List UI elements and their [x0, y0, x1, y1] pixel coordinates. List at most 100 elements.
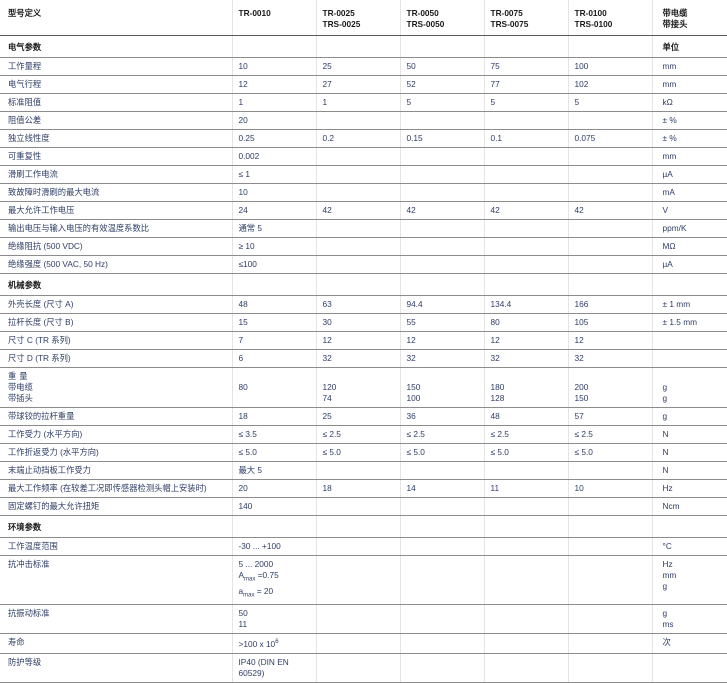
spec-row: 尺寸 D (TR 系列) 6 32 32 32 32 [0, 349, 727, 368]
spec-value-cell [483, 537, 568, 556]
spec-value-cell: 25 [315, 57, 400, 76]
spec-row-label: 重量 带电缆 带插头 [0, 367, 232, 408]
spec-value-cell: 5 [483, 93, 568, 112]
spec-value-cell: 48 [483, 407, 568, 426]
spec-value-cell: 52 [399, 75, 484, 94]
spec-value-cell: ≤ 5.0 [483, 443, 568, 462]
spec-value-cell [315, 633, 400, 655]
spec-value-cell [567, 237, 652, 256]
spec-value-cell: 20 [231, 479, 316, 498]
spec-unit-cell: g ms [651, 604, 727, 635]
spec-row: 绝缘强度 (500 VAC, 50 Hz) ≤100 µA [0, 255, 727, 274]
header-label: 型号定义 [0, 0, 232, 36]
spec-row-label: 绝缘阻抗 (500 VDC) [0, 237, 232, 256]
spec-value-cell [315, 497, 400, 516]
spec-value-cell: 32 [399, 349, 484, 368]
spec-unit-cell: 次 [651, 633, 727, 655]
spec-row-label: 工作受力 (水平方向) [0, 425, 232, 444]
spec-value-cell: 102 [567, 75, 652, 94]
spec-value-cell: -30 ... +100 [231, 537, 316, 556]
section-header-row: 电气参数 单位 [0, 35, 727, 58]
spec-value-cell: 14 [399, 479, 484, 498]
spec-value-cell: ≤ 1 [231, 165, 316, 184]
spec-value-cell: ≥ 10 [231, 237, 316, 256]
spec-value-cell [399, 537, 484, 556]
spec-value-cell: 55 [399, 313, 484, 332]
spec-value-cell: 12 [567, 331, 652, 350]
spec-row-label: 绝缘强度 (500 VAC, 50 Hz) [0, 255, 232, 274]
spec-value-cell: 50 [399, 57, 484, 76]
spec-value-cell: 94.4 [399, 295, 484, 314]
section-unit-label [651, 273, 727, 296]
spec-value-cell: 77 [483, 75, 568, 94]
model-column-header-3: TR-0075 TRS-0075 [483, 0, 568, 36]
section-spacer-cell [399, 273, 484, 296]
spec-unit-cell: Hz mm g [651, 554, 727, 606]
spec-value-cell: 11 [483, 479, 568, 498]
spec-value-cell: 最大 5 [231, 461, 316, 480]
spec-value-cell [315, 537, 400, 556]
section-spacer-cell [399, 515, 484, 538]
spec-value-cell [567, 183, 652, 202]
spec-value-cell: ≤ 2.5 [483, 425, 568, 444]
spec-row-label: 工作温度范围 [0, 537, 232, 556]
section-spacer-cell [483, 515, 568, 538]
spec-row-label: 标准阻值 [0, 93, 232, 112]
spec-value-cell: 166 [567, 295, 652, 314]
spec-value-cell: 0.25 [231, 129, 316, 148]
spec-value-cell [399, 255, 484, 274]
spec-value-cell: 80 [483, 313, 568, 332]
section-header-row: 机械参数 [0, 273, 727, 296]
spec-row-label: 输出电压与输入电压的有效温度系数比 [0, 219, 232, 238]
spec-unit-cell: ± % [651, 129, 727, 148]
spec-unit-cell: µA [651, 165, 727, 184]
spec-value-cell [399, 219, 484, 238]
spec-unit-cell: ppm/K [651, 219, 727, 238]
spec-value-cell: 10 [231, 57, 316, 76]
spec-value-cell: ≤ 3.5 [231, 425, 316, 444]
spec-value-cell [567, 147, 652, 166]
spec-value-cell: 1 [231, 93, 316, 112]
table-header-row: 型号定义 TR-0010 TR-0025 TRS-0025 TR-0050 TRS-0… [0, 0, 727, 36]
spec-value-cell: 15 [231, 313, 316, 332]
spec-row: 工作温度范围 -30 ... +100 °C [0, 537, 727, 556]
spec-row-label: 滑刷工作电流 [0, 165, 232, 184]
spec-value-cell: 0.15 [399, 129, 484, 148]
section-spacer-cell [567, 35, 652, 58]
spec-value-cell: 0.002 [231, 147, 316, 166]
spec-unit-cell: N [651, 425, 727, 444]
spec-value-cell [399, 604, 484, 635]
spec-value-cell [315, 653, 400, 683]
section-title: 环境参数 [0, 515, 232, 538]
spec-unit-cell: g [651, 407, 727, 426]
spec-value-cell [567, 537, 652, 556]
spec-value-cell [567, 604, 652, 635]
spec-value-cell: 20 [231, 111, 316, 130]
model-column-header-0: TR-0010 [231, 0, 316, 36]
spec-value-cell: 42 [483, 201, 568, 220]
spec-value-cell: 12 [315, 331, 400, 350]
spec-value-cell [399, 461, 484, 480]
spec-value-cell: 100 [567, 57, 652, 76]
spec-value-cell: 24 [231, 201, 316, 220]
spec-row: 重量 带电缆 带插头 80 120 74 150 100 180 128 200… [0, 367, 727, 408]
spec-value-cell: 0.1 [483, 129, 568, 148]
spec-value-cell [483, 147, 568, 166]
spec-value-cell [315, 255, 400, 274]
spec-value-cell: 105 [567, 313, 652, 332]
spec-row-label: 工作量程 [0, 57, 232, 76]
section-unit-label: 单位 [651, 35, 727, 58]
spec-value-cell [315, 183, 400, 202]
spec-value-cell: 75 [483, 57, 568, 76]
model-column-header-1: TR-0025 TRS-0025 [315, 0, 400, 36]
spec-row-label: 尺寸 D (TR 系列) [0, 349, 232, 368]
spec-value-cell [483, 497, 568, 516]
spec-row-label: 末端止动挡板工作受力 [0, 461, 232, 480]
section-spacer-cell [231, 515, 316, 538]
spec-value-cell [315, 237, 400, 256]
spec-value-cell: 5 [567, 93, 652, 112]
spec-row: 抗冲击标准 5 ... 2000 Amax =0.75 amax = 20 Hz m… [0, 554, 727, 606]
section-spacer-cell [231, 273, 316, 296]
spec-value-cell: >100 x 106 [231, 633, 316, 655]
